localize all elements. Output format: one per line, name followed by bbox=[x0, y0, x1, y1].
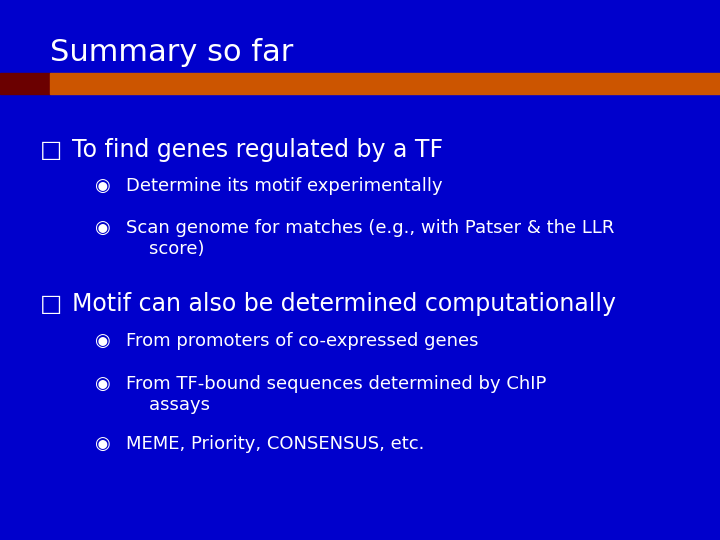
Text: Summary so far: Summary so far bbox=[50, 38, 294, 67]
Bar bbox=[0, 73, 50, 94]
Text: score): score) bbox=[126, 240, 204, 258]
Text: □: □ bbox=[40, 292, 62, 315]
Text: Determine its motif experimentally: Determine its motif experimentally bbox=[126, 177, 443, 195]
Text: From promoters of co-expressed genes: From promoters of co-expressed genes bbox=[126, 332, 479, 350]
Text: Scan genome for matches (e.g., with Patser & the LLR: Scan genome for matches (e.g., with Pats… bbox=[126, 219, 614, 237]
Text: ◉: ◉ bbox=[94, 177, 109, 195]
Text: ◉: ◉ bbox=[94, 375, 109, 393]
Text: From TF-bound sequences determined by ChIP: From TF-bound sequences determined by Ch… bbox=[126, 375, 546, 393]
Text: ◉: ◉ bbox=[94, 435, 109, 453]
Text: □: □ bbox=[40, 138, 62, 161]
Text: ◉: ◉ bbox=[94, 219, 109, 237]
Text: MEME, Priority, CONSENSUS, etc.: MEME, Priority, CONSENSUS, etc. bbox=[126, 435, 424, 453]
Text: To find genes regulated by a TF: To find genes regulated by a TF bbox=[72, 138, 443, 161]
Text: assays: assays bbox=[126, 396, 210, 414]
Text: Motif can also be determined computationally: Motif can also be determined computation… bbox=[72, 292, 616, 315]
Text: ◉: ◉ bbox=[94, 332, 109, 350]
Bar bbox=[50, 73, 720, 94]
